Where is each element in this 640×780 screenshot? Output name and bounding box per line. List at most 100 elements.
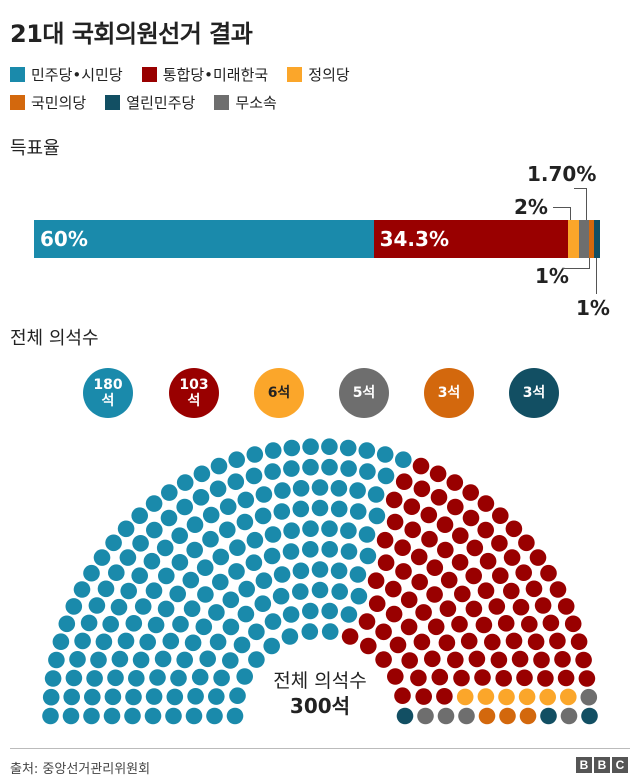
seat-dot [229, 687, 246, 704]
seat-dot [339, 439, 357, 457]
seat-dot [172, 615, 189, 633]
seat-dot [404, 521, 422, 539]
seat-dot [462, 509, 480, 527]
seat-dot [491, 535, 508, 552]
seat-dot [302, 458, 319, 476]
seat-dot [375, 623, 392, 641]
seat-dot [440, 571, 458, 589]
seat-dot [516, 669, 533, 687]
callout-line [553, 207, 570, 208]
seat-dot [534, 597, 552, 614]
seat-dot [512, 598, 530, 616]
seat-dot [139, 633, 156, 651]
seat-dot [65, 669, 83, 687]
seat-dot [518, 534, 535, 552]
seat-dot [451, 554, 469, 571]
seat-dot [525, 580, 543, 598]
seat-dot [468, 650, 486, 668]
seat-dot [413, 480, 431, 498]
seat-dot [387, 668, 404, 685]
seat-dot [292, 480, 310, 497]
seat-dot [283, 439, 301, 457]
seat-dot [212, 573, 229, 591]
seat-dot [44, 670, 62, 687]
seat-dot [161, 484, 178, 501]
legend-swatch [10, 66, 25, 82]
seat-hemicycle [42, 438, 598, 725]
seat-dot [182, 571, 200, 589]
legend-swatch [105, 94, 121, 110]
total-seats-value: 300석 [289, 694, 351, 718]
seat-dot [368, 595, 386, 612]
seat-dot [420, 506, 438, 524]
seat-dot [160, 509, 178, 527]
seat-dot [146, 521, 163, 539]
seat-dot [495, 670, 512, 687]
seat-dot [484, 633, 501, 651]
seat-dot [162, 632, 180, 650]
chart-title: 21대 국회의원선거 결과 [10, 20, 253, 48]
seat-dot [340, 606, 358, 623]
seat-dot [206, 707, 223, 725]
seat-dot [580, 688, 598, 706]
seat-dot [83, 564, 100, 582]
seat-dot [350, 587, 368, 605]
seat-dot [549, 581, 567, 598]
seat-dot [69, 651, 86, 668]
legend: 민주당•시민당 통합당•미래한국 정의당 국민의당 열린민주당 무소속 [10, 60, 430, 116]
seat-dot [475, 616, 493, 634]
seat-dot [376, 446, 394, 463]
seat-dot [264, 613, 282, 630]
seat-badge-minjoo: 180석 [83, 368, 133, 418]
seat-dot [176, 474, 194, 491]
seat-dot [581, 707, 598, 725]
seat-dot [147, 616, 165, 634]
seat-dot [511, 650, 529, 668]
seat-dot [237, 491, 255, 509]
seat-dot [145, 495, 163, 512]
seat-dot [410, 548, 428, 566]
seat-dot [417, 707, 434, 725]
seat-dot [349, 482, 366, 499]
seat-dot [119, 549, 137, 566]
seat-badge-text: 103석 [179, 377, 209, 409]
seat-dot [358, 442, 376, 459]
seat-dot [132, 535, 149, 552]
seat-dot [368, 507, 386, 525]
seat-dot [533, 651, 550, 669]
seat-dot [436, 688, 453, 705]
seat-dot [490, 651, 508, 669]
seat-dot [170, 669, 187, 687]
seat-dot [264, 442, 282, 459]
seat-dot [195, 618, 213, 636]
seat-dot [124, 707, 141, 725]
seat-dot [410, 669, 427, 687]
seat-dot [477, 688, 495, 705]
seat-dot [321, 520, 338, 537]
seat-dot [73, 581, 91, 598]
seat-dot [236, 513, 254, 531]
seat-dot [462, 484, 480, 501]
seat-dot [95, 633, 113, 651]
seat-dot [341, 628, 359, 645]
seat-dot [386, 513, 404, 531]
seat-badge-people: 3석 [424, 368, 474, 418]
legend-swatch [141, 66, 157, 82]
seat-dot [176, 651, 193, 669]
seat-dot [125, 688, 142, 706]
seat-dot [519, 707, 537, 725]
seat-dot [187, 688, 204, 705]
seat-dot [169, 585, 186, 603]
seat-dot [131, 567, 148, 584]
seat-dot [222, 618, 240, 636]
seat-dot [437, 541, 454, 559]
seat-dot [281, 628, 299, 645]
seat-dot [80, 614, 98, 632]
seat-dot [321, 458, 338, 476]
seat-dot [415, 688, 433, 705]
seat-dot [105, 534, 122, 552]
seat-dot [273, 566, 291, 583]
source-note: 출처: 중앙선거관리위원회 [10, 762, 151, 777]
data-label-justice: 2% [514, 195, 548, 219]
bbc-logo: B B C [576, 757, 628, 773]
